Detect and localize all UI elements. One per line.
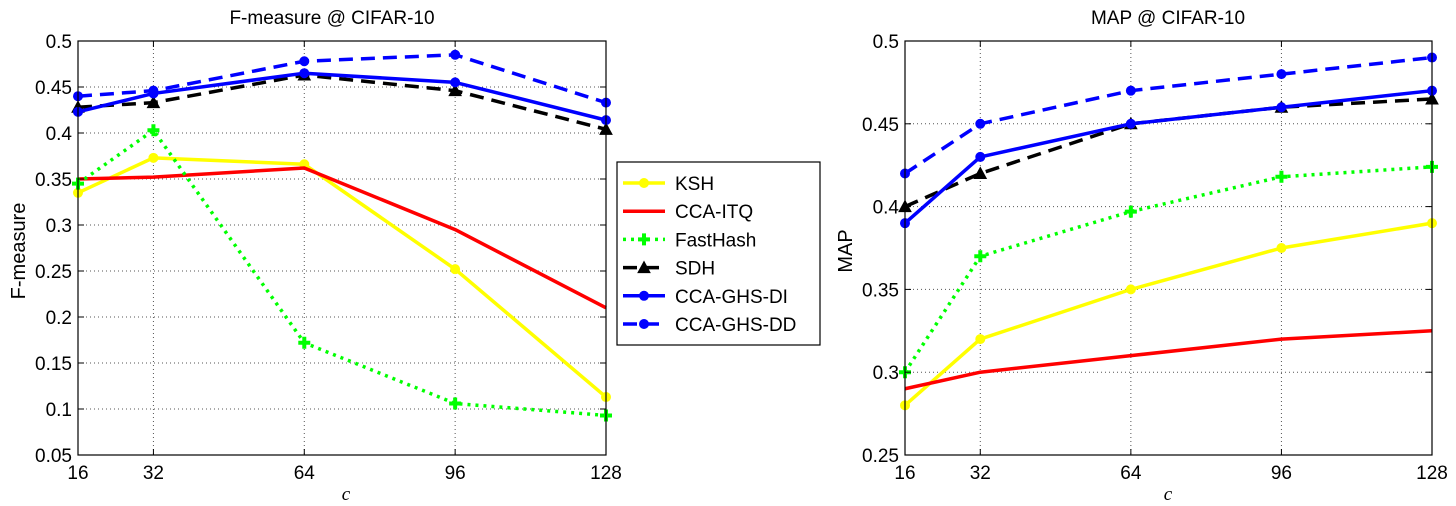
series-cca-ghs-di — [900, 85, 1437, 229]
series-cca-ghs-di — [73, 68, 611, 126]
data-point — [1276, 243, 1287, 253]
series-line — [77, 166, 607, 310]
series-ksh — [73, 152, 611, 403]
y-tick-label: 0.25 — [862, 446, 899, 467]
legend: KSH CCA-ITQ FastHash SDH CCA-GHS-DI CCA-GHS-D… — [616, 161, 821, 346]
legend-label: CCA-GHS-DI — [675, 287, 788, 308]
x-tick-label: 96 — [1271, 463, 1292, 484]
chart-title: F-measure @ CIFAR-10 — [229, 8, 434, 29]
series-line — [904, 97, 1433, 209]
x-tick-label: 128 — [590, 463, 622, 484]
legend-label: CCA-ITQ — [675, 202, 753, 223]
legend-marker — [639, 290, 649, 301]
x-tick-label: 16 — [894, 463, 915, 484]
x-tick-label: 128 — [1416, 463, 1448, 484]
series-line — [904, 329, 1433, 391]
legend-label: SDH — [675, 259, 715, 280]
legend-marker — [638, 233, 650, 246]
y-tick-label: 0.35 — [35, 170, 72, 191]
y-tick-label: 0.4 — [873, 198, 900, 219]
y-tick-label: 0.45 — [35, 78, 72, 99]
y-tick-label: 0.5 — [873, 32, 899, 53]
data-point — [450, 264, 461, 275]
y-tick-label: 0.3 — [873, 363, 899, 384]
legend-marker — [639, 178, 649, 188]
x-tick-label: 16 — [67, 463, 88, 484]
data-point — [147, 124, 160, 137]
x-tick-label: 64 — [294, 463, 316, 484]
plot-frame — [904, 40, 1433, 456]
x-axis-label: c — [342, 484, 351, 505]
y-tick-label: 0.25 — [35, 262, 72, 283]
data-point — [299, 68, 310, 79]
data-point — [975, 334, 986, 345]
series-line — [76, 128, 607, 418]
x-tick-label: 96 — [445, 463, 466, 484]
data-point — [148, 152, 159, 163]
data-point — [299, 56, 310, 67]
legend-entry: CCA-ITQ — [623, 202, 753, 223]
y-tick-label: 0.45 — [862, 115, 899, 136]
y-tick-label: 0.4 — [46, 124, 73, 145]
y-tick-label: 0.3 — [46, 216, 72, 237]
y-tick-label: 0.35 — [862, 280, 899, 301]
data-point — [1276, 102, 1287, 113]
data-point — [974, 250, 987, 263]
data-point — [146, 95, 161, 109]
y-tick-label: 0.15 — [35, 354, 72, 375]
legend-label: FastHash — [675, 230, 756, 251]
chart-fmeasure: F-measure @ CIFAR-10 F-measure c 16 32 64 9… — [8, 8, 622, 505]
y-tick-label: 0.1 — [46, 400, 72, 421]
legend-marker — [639, 319, 649, 329]
y-axis-label: MAP — [835, 229, 857, 272]
series-line — [77, 156, 608, 399]
data-point — [1125, 284, 1136, 295]
series-ksh — [900, 218, 1437, 411]
data-point — [450, 77, 461, 88]
x-tick-label: 64 — [1120, 463, 1142, 484]
legend-entry: FastHash — [623, 230, 756, 251]
data-point — [1125, 118, 1136, 129]
series-cca-ghs-dd — [73, 49, 611, 108]
series-line — [903, 221, 1433, 407]
legend-entry: CCA-GHS-DD — [623, 315, 796, 336]
x-axis-label: c — [1164, 484, 1173, 505]
chart-title: MAP @ CIFAR-10 — [1091, 8, 1245, 29]
data-point — [975, 118, 986, 129]
y-tick-label: 0.2 — [46, 308, 72, 329]
series-line — [77, 73, 607, 132]
x-tick-label: 32 — [143, 463, 164, 484]
chart-map: MAP @ CIFAR-10 MAP c 16 32 64 96 128 0.25 0.3 0… — [835, 8, 1448, 505]
legend-marker — [637, 260, 651, 274]
data-point — [449, 397, 462, 410]
legend-entry: CCA-GHS-DI — [623, 287, 788, 308]
series-cca-itq — [77, 166, 607, 310]
y-tick-label: 0.5 — [46, 32, 72, 53]
legend-label: CCA-GHS-DD — [675, 315, 796, 336]
data-point — [975, 151, 986, 162]
legend-entry: KSH — [623, 174, 714, 195]
data-point — [1275, 170, 1288, 183]
data-point — [298, 336, 311, 349]
plot-frame — [77, 40, 607, 456]
series-fasthash — [72, 124, 612, 422]
legend-box — [616, 161, 821, 346]
data-point — [1124, 205, 1137, 218]
legend-label: KSH — [675, 174, 714, 195]
data-point — [148, 85, 159, 96]
series-cca-itq — [904, 329, 1433, 391]
y-tick-label: 0.05 — [35, 446, 72, 467]
data-point — [450, 49, 461, 60]
data-point — [973, 166, 988, 179]
data-point — [1276, 69, 1287, 80]
data-point — [1125, 85, 1136, 96]
y-axis-label: F-measure — [8, 203, 30, 300]
legend-entry: SDH — [623, 259, 715, 280]
data-point — [448, 83, 462, 97]
series-cca-ghs-dd — [900, 52, 1437, 179]
x-tick-label: 32 — [970, 463, 991, 484]
